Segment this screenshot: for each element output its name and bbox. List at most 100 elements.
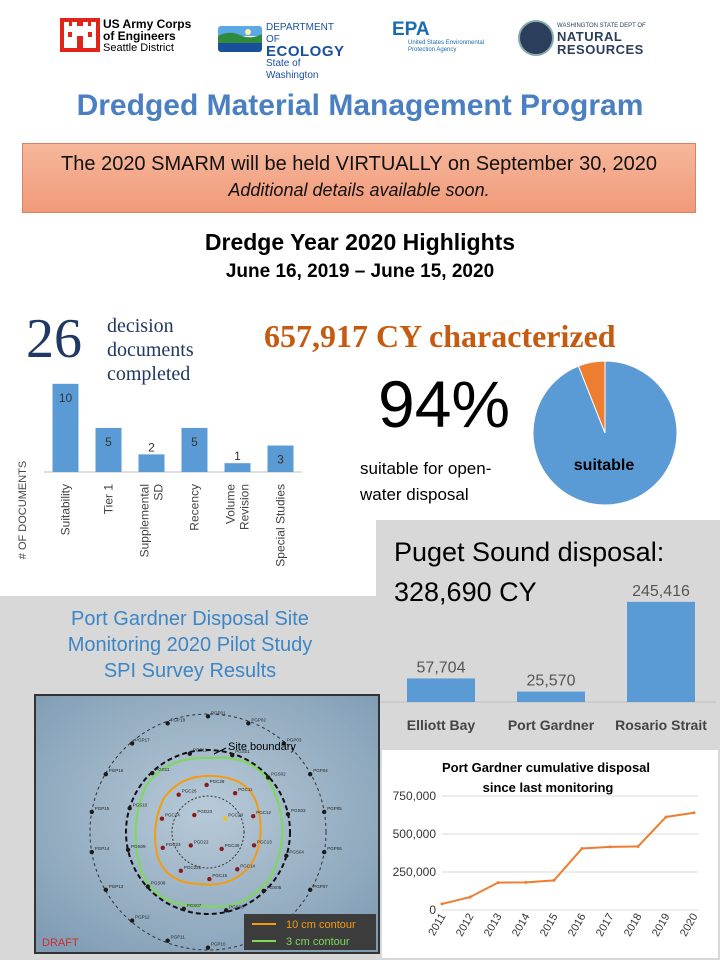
usace-line1: US Army Corps xyxy=(103,17,192,31)
spi-survey-map: PGP01PGP02PGP03PGP04PGP05PGP06PGP07PGP08… xyxy=(34,694,380,954)
site-boundary-pointer xyxy=(213,747,227,755)
map-station-16 xyxy=(129,741,135,746)
map-station-3 xyxy=(307,771,313,777)
legend-label-10cm: 10 cm contour xyxy=(286,919,356,931)
puget-category-label-2: Rosario Strait xyxy=(615,717,707,733)
map-station-label-32: PGC13 xyxy=(257,839,272,844)
map-station-30 xyxy=(232,790,238,796)
docs-bar-1 xyxy=(95,427,122,472)
docs-bar-value-4: 1 xyxy=(234,449,241,463)
map-station-label-34: PGC15 xyxy=(212,873,227,878)
decision-text-line1: decision xyxy=(107,315,174,337)
puget-bar-value-0: 57,704 xyxy=(417,659,466,676)
cumulative-disposal-panel: Port Gardner cumulative disposal since la… xyxy=(382,750,718,958)
outer-ring xyxy=(89,713,327,951)
map-station-label-20: PGS03 xyxy=(291,808,306,813)
cumulative-disposal-line-chart: Port Gardner cumulative disposal since la… xyxy=(393,760,701,939)
map-station-24 xyxy=(181,906,186,911)
pg-title-line3: SPI Survey Results xyxy=(103,660,277,682)
line-x-tick-5: 2016 xyxy=(566,912,589,939)
map-station-40 xyxy=(223,816,228,821)
line-series xyxy=(441,811,695,905)
map-legend xyxy=(244,914,376,950)
map-station-label-1: PGP02 xyxy=(251,717,266,722)
map-station-39 xyxy=(204,782,209,788)
line-point-2 xyxy=(496,881,500,885)
docs-bar-value-1: 5 xyxy=(105,435,112,449)
map-station-label-30: PGC11 xyxy=(238,787,253,792)
line-y-tick-3: 750,000 xyxy=(393,789,437,803)
map-station-label-0: PGP01 xyxy=(211,710,226,715)
map-station-41 xyxy=(219,846,224,852)
map-station-label-13: PGP14 xyxy=(95,846,110,851)
puget-bar-1 xyxy=(517,691,585,702)
map-station-label-36: PGC23 xyxy=(166,842,181,847)
inner-ring xyxy=(171,795,245,869)
docs-bar-value-3: 5 xyxy=(191,435,198,449)
ecology-line3: State of Washington xyxy=(266,58,319,81)
map-station-0 xyxy=(205,714,211,719)
highlights-dates: June 16, 2019 – June 15, 2020 xyxy=(225,261,495,282)
map-station-label-41: PGC30 xyxy=(225,843,240,848)
map-station-label-28: PGS11 xyxy=(155,767,170,772)
line-y-tick-2: 500,000 xyxy=(393,827,437,841)
usace-line2: of Engineers xyxy=(103,29,176,43)
map-station-38 xyxy=(176,792,181,797)
line-x-tick-1: 2012 xyxy=(454,912,477,939)
map-station-label-33: PGC14 xyxy=(240,863,255,868)
line-x-tick-9: 2020 xyxy=(678,912,701,939)
map-station-19 xyxy=(265,775,271,780)
puget-bar-2 xyxy=(627,601,695,702)
map-station-15 xyxy=(103,771,109,777)
line-point-5 xyxy=(580,846,584,850)
map-station-5 xyxy=(322,849,327,855)
map-station-label-3: PGP04 xyxy=(313,768,328,773)
usace-logo-text: US Army Corps of Engineers Seattle Distr… xyxy=(103,18,213,54)
usace-castle-logo xyxy=(60,18,100,52)
line-x-tick-2: 2013 xyxy=(482,912,505,939)
line-x-tick-4: 2015 xyxy=(538,912,561,939)
site-boundary-label: Site boundary xyxy=(228,741,296,753)
map-station-label-38: PGC26 xyxy=(182,789,197,794)
map-station-label-16: PGP17 xyxy=(135,737,150,742)
docs-bar-value-5: 3 xyxy=(277,453,284,467)
docs-bar-2 xyxy=(138,454,165,472)
map-station-label-14: PGP15 xyxy=(95,806,110,811)
map-station-21 xyxy=(284,853,289,858)
highlights-title: Dredge Year 2020 Highlights xyxy=(204,229,516,255)
docs-category-label-5-0: Special Studies xyxy=(274,484,288,567)
docs-category-label-3-0: Recency xyxy=(188,484,202,531)
map-station-label-11: PGP12 xyxy=(135,915,150,920)
map-station-label-39: PGC28 xyxy=(210,779,225,784)
puget-disposal-bar-chart: 57,704 Elliott Bay 25,570 Port Gardner 245,4… xyxy=(380,583,716,733)
map-station-42 xyxy=(188,843,193,848)
map-station-43 xyxy=(192,812,197,818)
map-station-4 xyxy=(322,809,327,815)
puget-bar-value-2: 245,416 xyxy=(632,583,690,600)
line-point-1 xyxy=(468,895,472,899)
contour-10cm xyxy=(154,774,262,886)
decision-text-line3: completed xyxy=(107,363,191,385)
map-station-label-35: PGC221 xyxy=(184,865,202,870)
line-point-8 xyxy=(664,815,668,819)
banner-line1: The 2020 SMARM will be held VIRTUALLY on… xyxy=(61,153,657,175)
puget-value: 328,690 CY xyxy=(394,577,537,607)
docs-y-axis-label: # OF DOCUMENTS xyxy=(17,461,29,559)
map-station-29 xyxy=(187,751,193,756)
line-y-tick-1: 250,000 xyxy=(393,865,437,879)
dnr-logo-text: WASHINGTON STATE DEPT OF NATURAL RESOURC… xyxy=(557,22,677,56)
map-station-label-40: PGC29 xyxy=(228,813,243,818)
suitability-text: suitable for open- water disposal xyxy=(360,456,550,508)
docs-bar-value-2: 2 xyxy=(148,440,155,454)
map-station-23 xyxy=(223,908,229,913)
map-station-2 xyxy=(281,741,287,746)
docs-bar-value-0: 10 xyxy=(59,391,73,405)
contour-3cm xyxy=(134,756,284,908)
line-point-7 xyxy=(636,844,640,848)
suitability-text-line1: suitable for open- xyxy=(360,459,492,478)
ecology-logo-text: DEPARTMENT OF ECOLOGY State of Washingto… xyxy=(266,22,346,82)
map-station-33 xyxy=(235,867,240,872)
suitability-pie-chart: suitable xyxy=(532,360,678,506)
line-y-tick-0: 0 xyxy=(429,903,436,917)
docs-category-label-2-1: SD xyxy=(152,484,166,501)
